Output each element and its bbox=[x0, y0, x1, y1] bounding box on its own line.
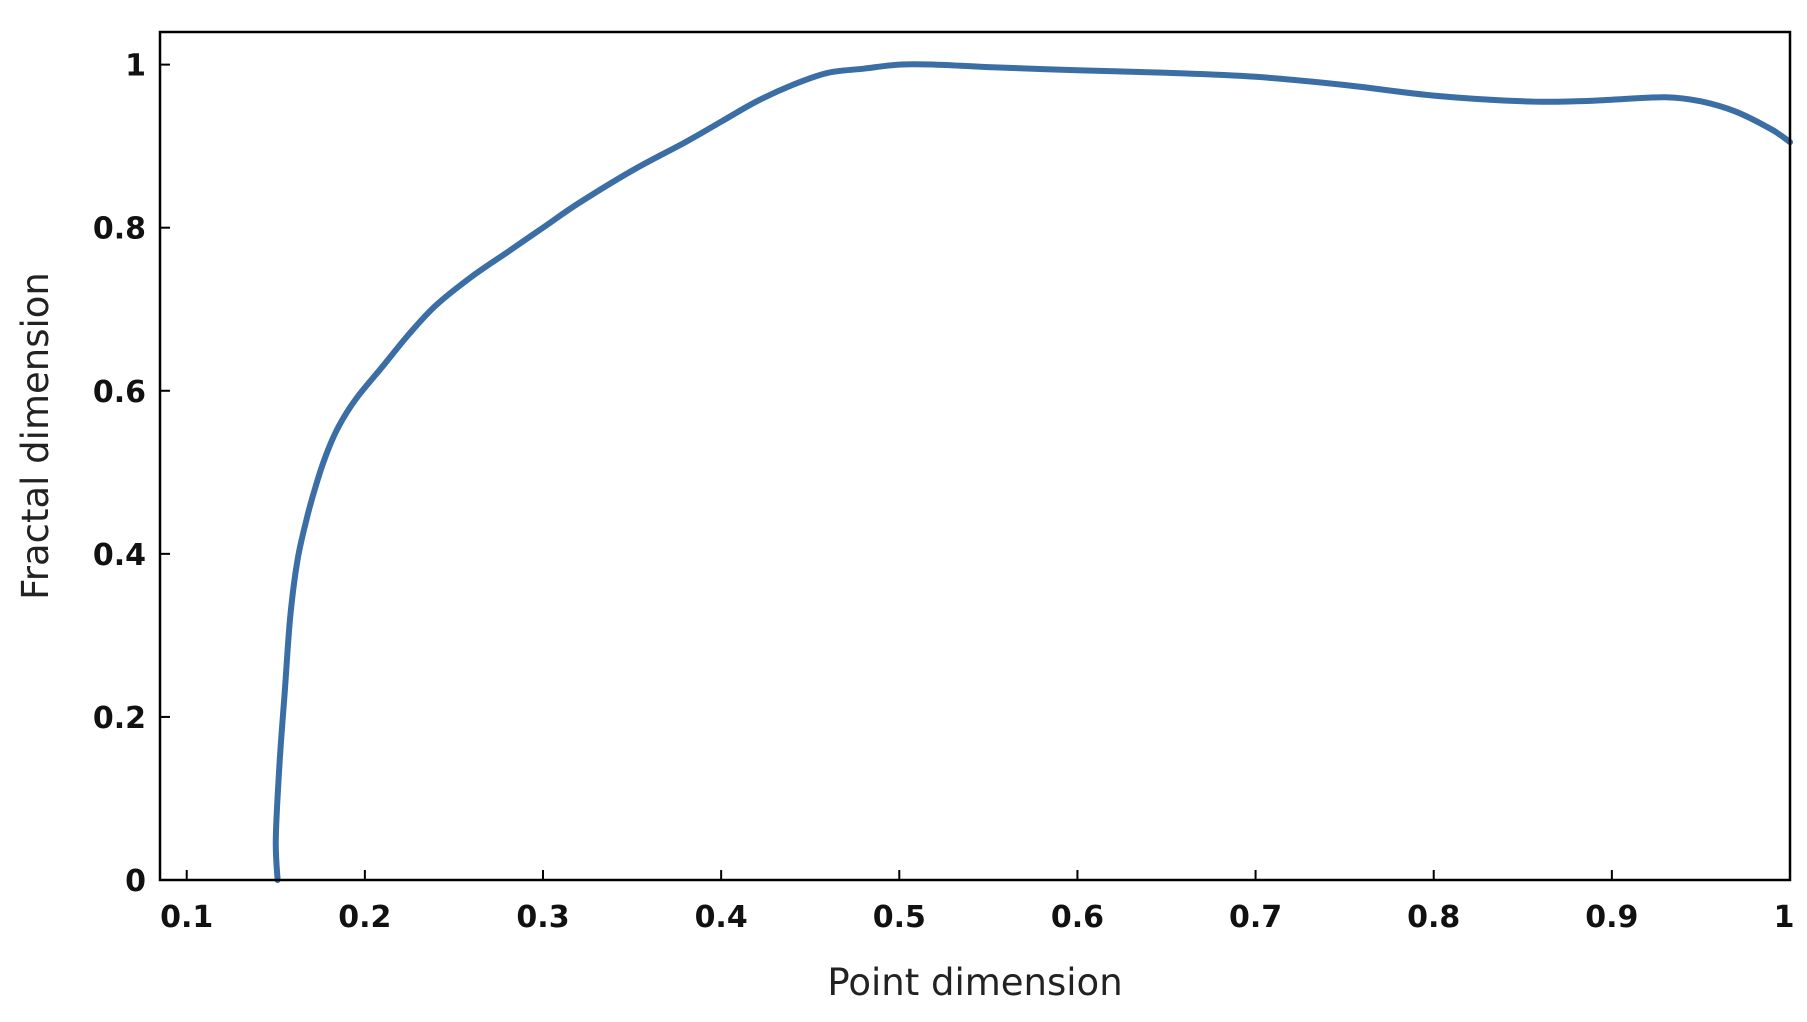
y-tick-label: 1 bbox=[125, 49, 146, 84]
plot-frame bbox=[158, 30, 1792, 882]
x-tick-label: 0.4 bbox=[695, 900, 748, 935]
y-tick-label: 0.6 bbox=[93, 375, 146, 410]
y-tick-label: 0 bbox=[125, 864, 146, 899]
x-tick-label: 0.6 bbox=[1051, 900, 1104, 935]
x-axis-label: Point dimension bbox=[827, 961, 1122, 1004]
x-tick-label: 0.1 bbox=[160, 900, 213, 935]
x-tick-label: 0.5 bbox=[873, 900, 926, 935]
x-tick-label: 0.7 bbox=[1229, 900, 1282, 935]
y-axis-label: Fractal dimension bbox=[14, 272, 57, 600]
y-tick-label: 0.8 bbox=[93, 212, 146, 247]
x-tick-label: 0.2 bbox=[338, 900, 391, 935]
y-axis-ticks: 0 0.2 0.4 0.6 0.8 1 bbox=[93, 49, 170, 899]
x-tick-label: 1 bbox=[1774, 900, 1795, 935]
y-tick-label: 0.4 bbox=[93, 538, 146, 573]
series-line bbox=[272, 61, 1793, 883]
y-tick-label: 0.2 bbox=[93, 701, 146, 736]
x-tick-label: 0.3 bbox=[516, 900, 569, 935]
x-tick-label: 0.8 bbox=[1407, 900, 1460, 935]
x-tick-label: 0.9 bbox=[1585, 900, 1638, 935]
series-layer bbox=[272, 61, 1793, 883]
x-axis-ticks: 0.1 0.2 0.3 0.4 0.5 0.6 0.7 0.8 0.9 1 bbox=[160, 870, 1794, 935]
